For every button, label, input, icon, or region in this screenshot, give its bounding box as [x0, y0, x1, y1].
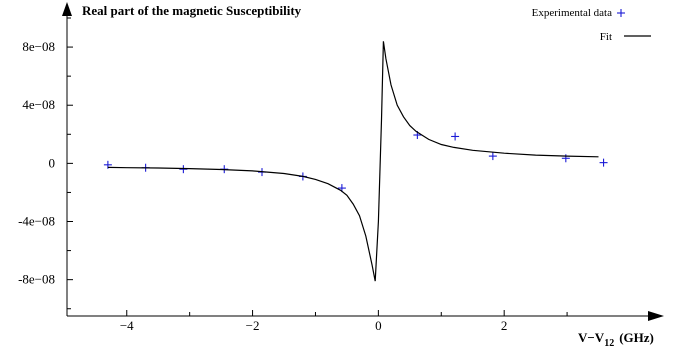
chart-title: Real part of the magnetic Susceptibility	[82, 3, 302, 18]
legend: Experimental data Fit	[532, 7, 651, 43]
x-tick-label: 0	[375, 318, 382, 333]
x-tick-label: −2	[246, 318, 260, 333]
y-tick-label: 4e−08	[22, 97, 55, 112]
x-tick-label: −4	[120, 318, 134, 333]
y-tick-label: -4e−08	[18, 214, 55, 229]
y-tick-label: -8e−08	[18, 272, 55, 287]
plot-series	[103, 41, 608, 282]
y-ticks: 8e−08 4e−08 0 -4e−08 -8e−08	[18, 17, 73, 310]
x-ticks: −4 −2 0 2	[120, 310, 568, 333]
experimental-data-point	[451, 132, 460, 141]
x-axis-label: V−V12 (GHz)	[578, 330, 654, 349]
experimental-data-point	[103, 160, 112, 169]
experimental-data-point	[599, 158, 608, 167]
x-axis-label-main: V−V	[578, 330, 605, 345]
y-tick-label: 8e−08	[22, 39, 55, 54]
experimental-data-point	[179, 165, 188, 174]
legend-label-experimental: Experimental data	[532, 7, 612, 19]
legend-marker-experimental	[617, 9, 625, 17]
y-axis-arrow-icon	[62, 2, 72, 16]
experimental-data-point	[488, 152, 497, 161]
legend-label-fit: Fit	[600, 31, 612, 43]
axes	[62, 2, 664, 321]
x-axis-label-unit: (GHz)	[619, 330, 654, 345]
x-tick-label: 2	[501, 318, 508, 333]
x-axis-label-subscript: 12	[604, 338, 614, 349]
x-axis-arrow-icon	[648, 311, 664, 321]
y-tick-label: 0	[49, 155, 56, 170]
fit-series-line	[107, 41, 599, 282]
